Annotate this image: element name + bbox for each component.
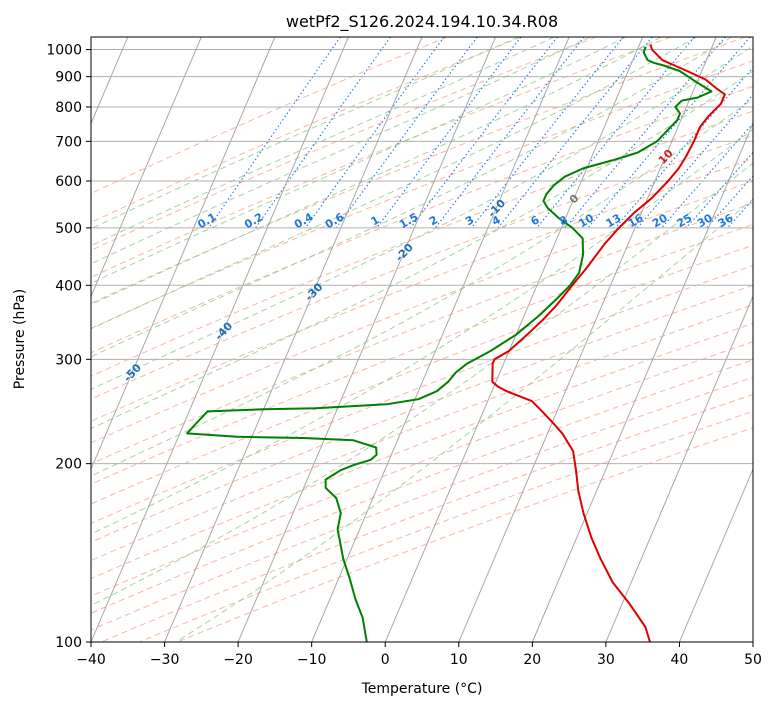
isotherm-line	[531, 122, 753, 642]
moist-adiabat-line	[91, 45, 753, 390]
moist-adiabat-line	[91, 128, 753, 535]
moist-adiabat-line	[91, 37, 555, 247]
isotherm-line	[91, 37, 276, 471]
dry-adiabat-line	[91, 85, 753, 354]
x-tick-label: 30	[597, 652, 615, 668]
mixing-ratio-line	[497, 37, 653, 229]
isotherm-line	[458, 37, 717, 642]
isotherm-line	[752, 640, 753, 642]
x-tick-label: 0	[381, 652, 390, 668]
y-tick-label: 200	[55, 457, 82, 473]
moist-adiabat-line	[91, 37, 591, 265]
moist-adiabat-line	[175, 198, 753, 642]
x-tick-label: 20	[523, 652, 541, 668]
mixing-ratio-line	[564, 37, 726, 229]
isotherm-line	[605, 295, 753, 642]
moist-adiabat-line	[91, 37, 697, 330]
axis-ticks: −40 −30 −20 −10 0 10 20 30 40 50 1000 900 800 700 600 5…	[46, 43, 762, 668]
plot-frame	[90, 36, 754, 643]
x-tick-label: −30	[150, 652, 180, 668]
dry-adiabat-line	[91, 157, 753, 422]
mixing-ratio-line	[376, 37, 522, 229]
moist-adiabat-line	[91, 70, 753, 430]
y-axis-label: Pressure (hPa)	[12, 289, 28, 389]
isotherm-line	[384, 37, 644, 642]
mixing-ratio-line	[208, 37, 341, 229]
x-tick-label: −20	[223, 652, 253, 668]
y-tick-label: 400	[55, 278, 82, 294]
data-series	[186, 44, 726, 642]
y-tick-label: 700	[55, 134, 82, 150]
dry-adiabat-line	[91, 134, 753, 400]
mixing-ratio-line	[335, 37, 478, 229]
dry-adiabat-line	[101, 393, 753, 642]
y-tick-label: 300	[55, 352, 82, 368]
dry-adiabat-line	[91, 37, 522, 224]
isotherm-line	[678, 467, 753, 642]
dry-adiabat-line	[91, 304, 753, 562]
y-tick-label: 900	[55, 70, 82, 86]
mixing-ratio-line	[305, 37, 445, 229]
background-lines	[91, 37, 753, 642]
isotherm-line	[237, 37, 497, 642]
moist-adiabat-line	[91, 37, 662, 306]
dry-adiabat-line	[91, 244, 753, 505]
y-tick-label: 800	[55, 100, 82, 116]
moist-adiabat-line	[91, 37, 519, 230]
mixing-ratio-line	[470, 37, 624, 229]
dry-adiabat-line	[91, 37, 448, 195]
isotherm-line	[91, 37, 202, 298]
isotherm-line	[164, 37, 423, 642]
temperature-line	[491, 44, 726, 642]
moist-adiabat-line	[91, 162, 753, 607]
y-tick-label: 500	[55, 221, 82, 237]
x-tick-label: −10	[297, 652, 327, 668]
dewpoint-line	[186, 46, 713, 642]
plot-area	[91, 37, 753, 642]
y-tick-label: 100	[55, 635, 82, 651]
x-axis-label: Temperature (°C)	[361, 681, 483, 697]
dry-adiabat-line	[91, 110, 753, 377]
isotherm-line	[311, 37, 570, 642]
dry-adiabat-line	[91, 37, 746, 304]
x-tick-label: −40	[76, 652, 106, 668]
x-tick-label: 10	[450, 652, 468, 668]
dry-adiabat-line	[91, 180, 753, 444]
moist-adiabat-line	[91, 37, 732, 358]
mixing-ratio-line	[636, 93, 753, 229]
chart-title: wetPf2_S126.2024.194.10.34.R08	[286, 12, 558, 32]
x-tick-label: 50	[744, 652, 762, 668]
y-tick-label: 600	[55, 174, 82, 190]
moist-adiabat-line	[91, 37, 626, 284]
dry-adiabat-line	[91, 341, 753, 597]
x-tick-label: 40	[670, 652, 688, 668]
dry-adiabat-line	[91, 359, 753, 614]
isotherm-line	[91, 37, 349, 642]
y-tick-label: 1000	[46, 43, 82, 59]
